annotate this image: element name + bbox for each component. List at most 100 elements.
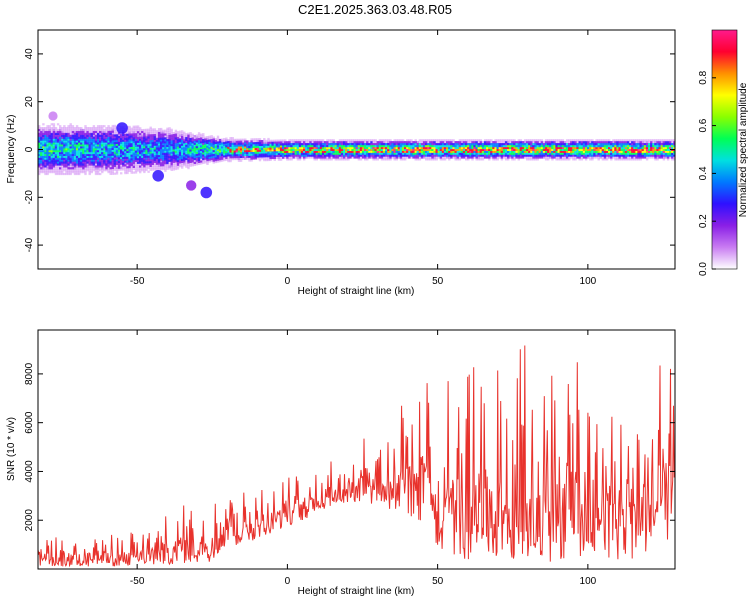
spectrogram-cell — [397, 139, 401, 142]
spectrogram-cell — [380, 139, 384, 142]
spectrogram-cell — [282, 156, 285, 159]
spectrogram-cell — [284, 156, 287, 159]
spectrogram-cell — [671, 143, 674, 146]
spectrogram-cell — [418, 152, 422, 155]
spectrogram-cell — [473, 154, 476, 157]
spectrogram-cell — [132, 171, 135, 174]
spectrogram-cell — [671, 158, 674, 161]
spectrogram-cell — [624, 150, 628, 153]
spectrogram-cell — [376, 145, 379, 148]
spectrogram-cell — [652, 146, 655, 150]
spectrogram-cell — [178, 130, 182, 133]
spectrogram-cell — [601, 145, 605, 148]
spectrogram-cell — [441, 150, 445, 153]
spectrogram-cell — [395, 154, 398, 157]
spectrogram-cell — [109, 163, 112, 166]
spectrogram-cell — [273, 141, 276, 144]
spectrogram-cell — [391, 145, 394, 148]
spectrogram-cell — [372, 150, 375, 153]
spectrogram-cell — [231, 138, 234, 142]
spectrogram-cell — [355, 156, 358, 159]
spectrogram-cell — [321, 156, 325, 159]
spectrogram-cell — [486, 150, 489, 153]
spectrogram-cell — [616, 143, 619, 146]
spectrogram-cell — [422, 148, 426, 151]
spectrogram-cell — [56, 157, 60, 160]
spectrogram-cell — [86, 136, 89, 139]
spectrogram-cell — [151, 160, 154, 164]
spectrogram-cell — [50, 161, 53, 164]
spectrogram-cell — [185, 152, 188, 155]
spectrogram-cell — [267, 139, 270, 142]
spectrogram-cell — [204, 146, 207, 149]
spectrogram-cell — [128, 167, 131, 171]
spectrogram-cell — [244, 148, 247, 151]
spectrogram-cell — [153, 147, 157, 150]
spectrogram-cell — [292, 141, 295, 144]
spectrogram-cell — [599, 141, 602, 144]
spectrogram-cell — [511, 141, 514, 144]
spectrogram-cell — [641, 152, 644, 155]
spectrogram-cell — [170, 165, 173, 168]
spectrogram-cell — [155, 154, 159, 158]
spectrogram-cell — [189, 134, 192, 137]
spectrogram-cell — [298, 150, 302, 153]
spectrogram-cell — [673, 154, 675, 157]
spectrogram-cell — [336, 141, 340, 144]
spectrogram-cell — [427, 141, 430, 144]
spectrogram-cell — [258, 147, 262, 150]
spectrogram-cell — [172, 147, 175, 150]
spectrogram-cell — [111, 168, 114, 171]
spectrogram-cell — [134, 163, 138, 166]
spectrogram-cell — [46, 165, 49, 168]
spectrogram-cell — [334, 141, 337, 144]
spectrogram-cell — [618, 156, 621, 159]
spectrogram-cell — [105, 167, 108, 170]
spectrogram-cell — [92, 128, 96, 132]
spectrogram-cell — [256, 138, 260, 141]
spectrogram-cell — [200, 160, 203, 163]
spectrogram-cell — [359, 143, 363, 146]
spectrogram-cell — [183, 162, 186, 165]
spectrogram-cell — [94, 155, 98, 158]
spectrogram-cell — [71, 165, 75, 168]
spectrogram-cell — [483, 139, 487, 142]
spectrogram-cell — [349, 146, 352, 150]
spectrogram-cell — [662, 154, 666, 157]
spectrogram-cell — [439, 145, 443, 148]
spectrogram-cell — [643, 146, 647, 150]
spectrogram-cell — [187, 146, 190, 149]
spectrogram-cell — [532, 152, 535, 155]
spectrogram-cell — [420, 145, 424, 148]
spectrogram-cell — [48, 130, 51, 134]
spectrogram-cell — [664, 156, 668, 159]
spectrogram-cell — [105, 161, 108, 164]
spectrogram-cell — [671, 146, 674, 150]
spectrogram-cell — [143, 130, 146, 133]
spectrogram-cell — [141, 169, 144, 172]
spectrogram-cell — [479, 156, 483, 159]
spectrogram-cell — [361, 139, 365, 142]
spectrogram-cell — [443, 158, 447, 161]
spectrogram-cell — [145, 145, 148, 149]
spectrogram-cell — [139, 132, 142, 136]
spectrogram-cell — [103, 157, 106, 160]
spectrogram-cell — [218, 148, 222, 151]
spectrogram-cell — [50, 146, 53, 149]
spectrogram-cell — [61, 138, 64, 141]
spectrogram-cell — [170, 145, 173, 149]
spectrogram-cell — [395, 152, 398, 155]
spectrogram-cell — [107, 140, 110, 143]
spectrogram-cell — [80, 148, 83, 151]
spectrogram-cell — [502, 148, 506, 151]
spectrogram-cell — [229, 142, 232, 145]
spectrogram-cell — [75, 132, 79, 135]
spectrogram-cell — [391, 146, 394, 150]
spectrogram-cell — [246, 155, 249, 158]
spectrogram-cell — [94, 161, 98, 164]
spectrogram-cell — [115, 141, 119, 144]
spectrogram-cell — [38, 155, 41, 158]
spectrogram-cell — [149, 126, 152, 129]
spectrogram-cell — [635, 156, 638, 159]
spectrogram-cell — [315, 150, 318, 153]
